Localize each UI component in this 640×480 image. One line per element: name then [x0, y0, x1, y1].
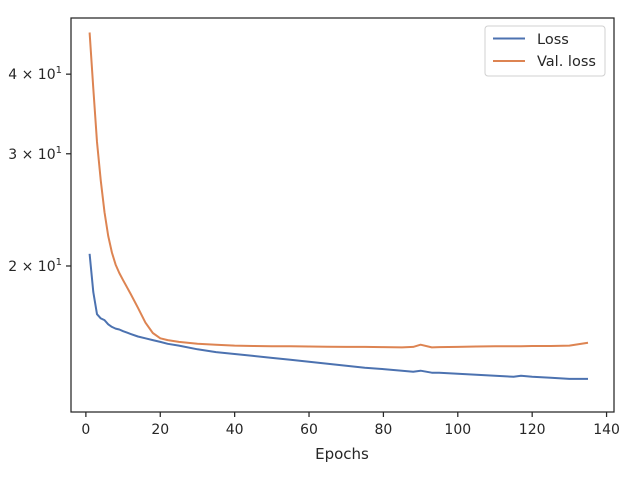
series-line-loss — [88, 253, 588, 380]
axes-frame — [70, 17, 615, 413]
x-tick-label: 120 — [519, 422, 546, 438]
x-tick-label: 140 — [593, 422, 620, 438]
x-tick-label: 20 — [151, 422, 169, 438]
x-tick-label: 60 — [300, 422, 318, 438]
legend: Loss Val. loss — [484, 25, 606, 77]
y-tick-label: 3 × 101 — [8, 145, 62, 163]
x-axis-label: Epochs — [315, 445, 369, 463]
y-tick-label: 4 × 101 — [8, 65, 62, 83]
legend-label-loss: Loss — [537, 32, 569, 48]
legend-label-val-loss: Val. loss — [537, 54, 596, 70]
x-tick-label: 0 — [81, 422, 90, 438]
y-tick-label: 2 × 101 — [8, 257, 62, 275]
x-tick-label: 100 — [444, 422, 471, 438]
x-tick-label: 40 — [226, 422, 244, 438]
x-tick-label: 80 — [374, 422, 392, 438]
plot-area: 0 20 40 60 80 100 120 140 2 × 101 3 × 101 4 × 101 — [8, 17, 620, 438]
series-line-val-loss — [88, 32, 589, 349]
